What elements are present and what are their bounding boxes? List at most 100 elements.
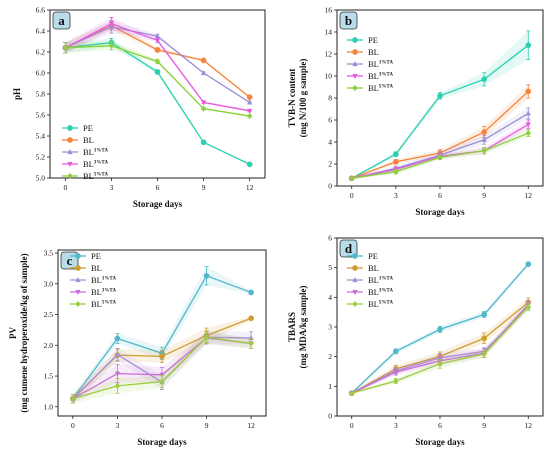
y-tick-label: 14: [325, 28, 333, 37]
legend-marker: [67, 172, 73, 180]
y-tick-label: 0: [328, 412, 332, 421]
series-error-band: [351, 120, 529, 180]
x-tick-label: 12: [525, 191, 533, 200]
data-point: [114, 335, 121, 342]
legend-item-3: BL3%TA: [70, 287, 116, 297]
x-axis-title: Storage days: [415, 437, 465, 447]
data-point: [481, 136, 487, 142]
y-axis-title: TVB-N content: [287, 69, 297, 128]
y-tick-label: 6.0: [36, 69, 46, 78]
data-point: [200, 69, 207, 76]
data-point: [525, 122, 531, 128]
legend-label: BL5%TA: [91, 299, 116, 309]
legend-marker: [67, 161, 73, 168]
x-tick-label: 3: [394, 421, 398, 430]
legend-item-2: BL1%TA: [70, 275, 116, 285]
data-point: [481, 129, 487, 135]
series-4: [349, 302, 531, 397]
legend-label: BL1%TA: [368, 59, 393, 69]
chart-panel-b: b 0 2 4 6 8 10 12 14 16 0 3 6 9 12 Storage days TVB-N co…: [287, 6, 544, 217]
data-point: [393, 348, 399, 355]
legend-marker: [352, 84, 358, 92]
panel-label: a: [58, 13, 65, 28]
x-tick-label: 0: [71, 421, 75, 430]
data-point: [154, 58, 161, 65]
y-tick-label: 3.5: [44, 249, 54, 258]
legend-label-superscript: 1%TA: [379, 61, 393, 66]
legend-item-1: BL: [347, 47, 379, 57]
data-point: [246, 161, 253, 168]
y-axis-title: pH: [12, 88, 22, 100]
x-tick-label: 3: [116, 421, 120, 430]
legend-item-3: BL3%TA: [62, 159, 108, 169]
legend-item-2: BL1%TA: [347, 275, 393, 285]
legend-label: BL: [83, 135, 94, 145]
legend-label: BL: [368, 263, 379, 273]
legend-item-0: PE: [347, 251, 378, 261]
legend-label: BL: [91, 263, 102, 273]
data-point: [154, 38, 161, 44]
data-point: [200, 100, 207, 106]
legend-item-1: BL: [62, 135, 94, 145]
y-tick-label: 5.6: [36, 111, 46, 120]
data-point: [108, 21, 115, 27]
legend-label-superscript: 5%TA: [94, 173, 108, 178]
data-point: [200, 139, 207, 146]
legend-item-1: BL: [347, 263, 379, 273]
y-tick-label: 2: [328, 160, 332, 169]
data-point: [525, 130, 531, 137]
x-tick-label: 3: [394, 191, 398, 200]
y-tick-label: 3: [328, 323, 332, 332]
data-point: [154, 69, 161, 75]
x-tick-label: 6: [160, 421, 164, 430]
x-tick-label: 12: [525, 421, 533, 430]
legend-marker: [67, 137, 73, 143]
data-point: [154, 47, 161, 53]
y-axis-title: PV: [8, 327, 18, 339]
chart-panel-c: c 1.0 1.5 2.0 2.5 3.0 3.5 0 3 6 9 12 Storage days PV(…: [8, 249, 267, 447]
data-point: [481, 335, 487, 342]
series-4: [70, 330, 254, 404]
legend-marker: [352, 276, 358, 283]
legend-item-2: BL1%TA: [62, 147, 108, 157]
data-point: [248, 289, 254, 296]
legend-item-2: BL1%TA: [347, 59, 393, 69]
legend-marker: [352, 49, 358, 55]
data-point: [525, 88, 532, 95]
data-point: [525, 261, 532, 267]
data-point: [114, 382, 121, 389]
legend-label-superscript: 3%TA: [94, 161, 108, 166]
legend-label-superscript: 1%TA: [94, 149, 108, 154]
x-tick-label: 12: [246, 183, 254, 192]
legend-marker: [352, 60, 358, 67]
legend-marker: [352, 289, 358, 296]
data-point: [247, 99, 253, 105]
legend-marker: [75, 300, 81, 308]
legend-label: PE: [83, 123, 93, 133]
legend-label-superscript: 5%TA: [102, 301, 116, 306]
legend-label-superscript: 3%TA: [379, 73, 393, 78]
x-tick-label: 12: [247, 421, 255, 430]
series-error-band: [65, 17, 250, 112]
legend-marker: [352, 37, 358, 43]
y-tick-label: 3.0: [44, 279, 54, 288]
data-point: [200, 57, 207, 64]
x-tick-label: 3: [110, 183, 114, 192]
data-point: [154, 33, 161, 39]
legend-marker: [75, 289, 81, 296]
legend-item-4: BL5%TA: [70, 299, 116, 309]
legend-label: BL5%TA: [368, 299, 393, 309]
data-point: [393, 158, 399, 165]
legend-label: PE: [368, 251, 378, 261]
data-point: [159, 353, 165, 360]
x-tick-label: 0: [63, 183, 67, 192]
data-point: [108, 42, 115, 49]
series-4: [349, 129, 531, 182]
y-tick-label: 6: [328, 234, 332, 243]
y-tick-label: 2.0: [44, 341, 54, 350]
legend-label: BL3%TA: [368, 71, 393, 81]
legend-item-0: PE: [347, 35, 378, 45]
data-point: [481, 76, 487, 83]
panel-badge: [339, 239, 358, 258]
y-tick-label: 10: [325, 72, 333, 81]
